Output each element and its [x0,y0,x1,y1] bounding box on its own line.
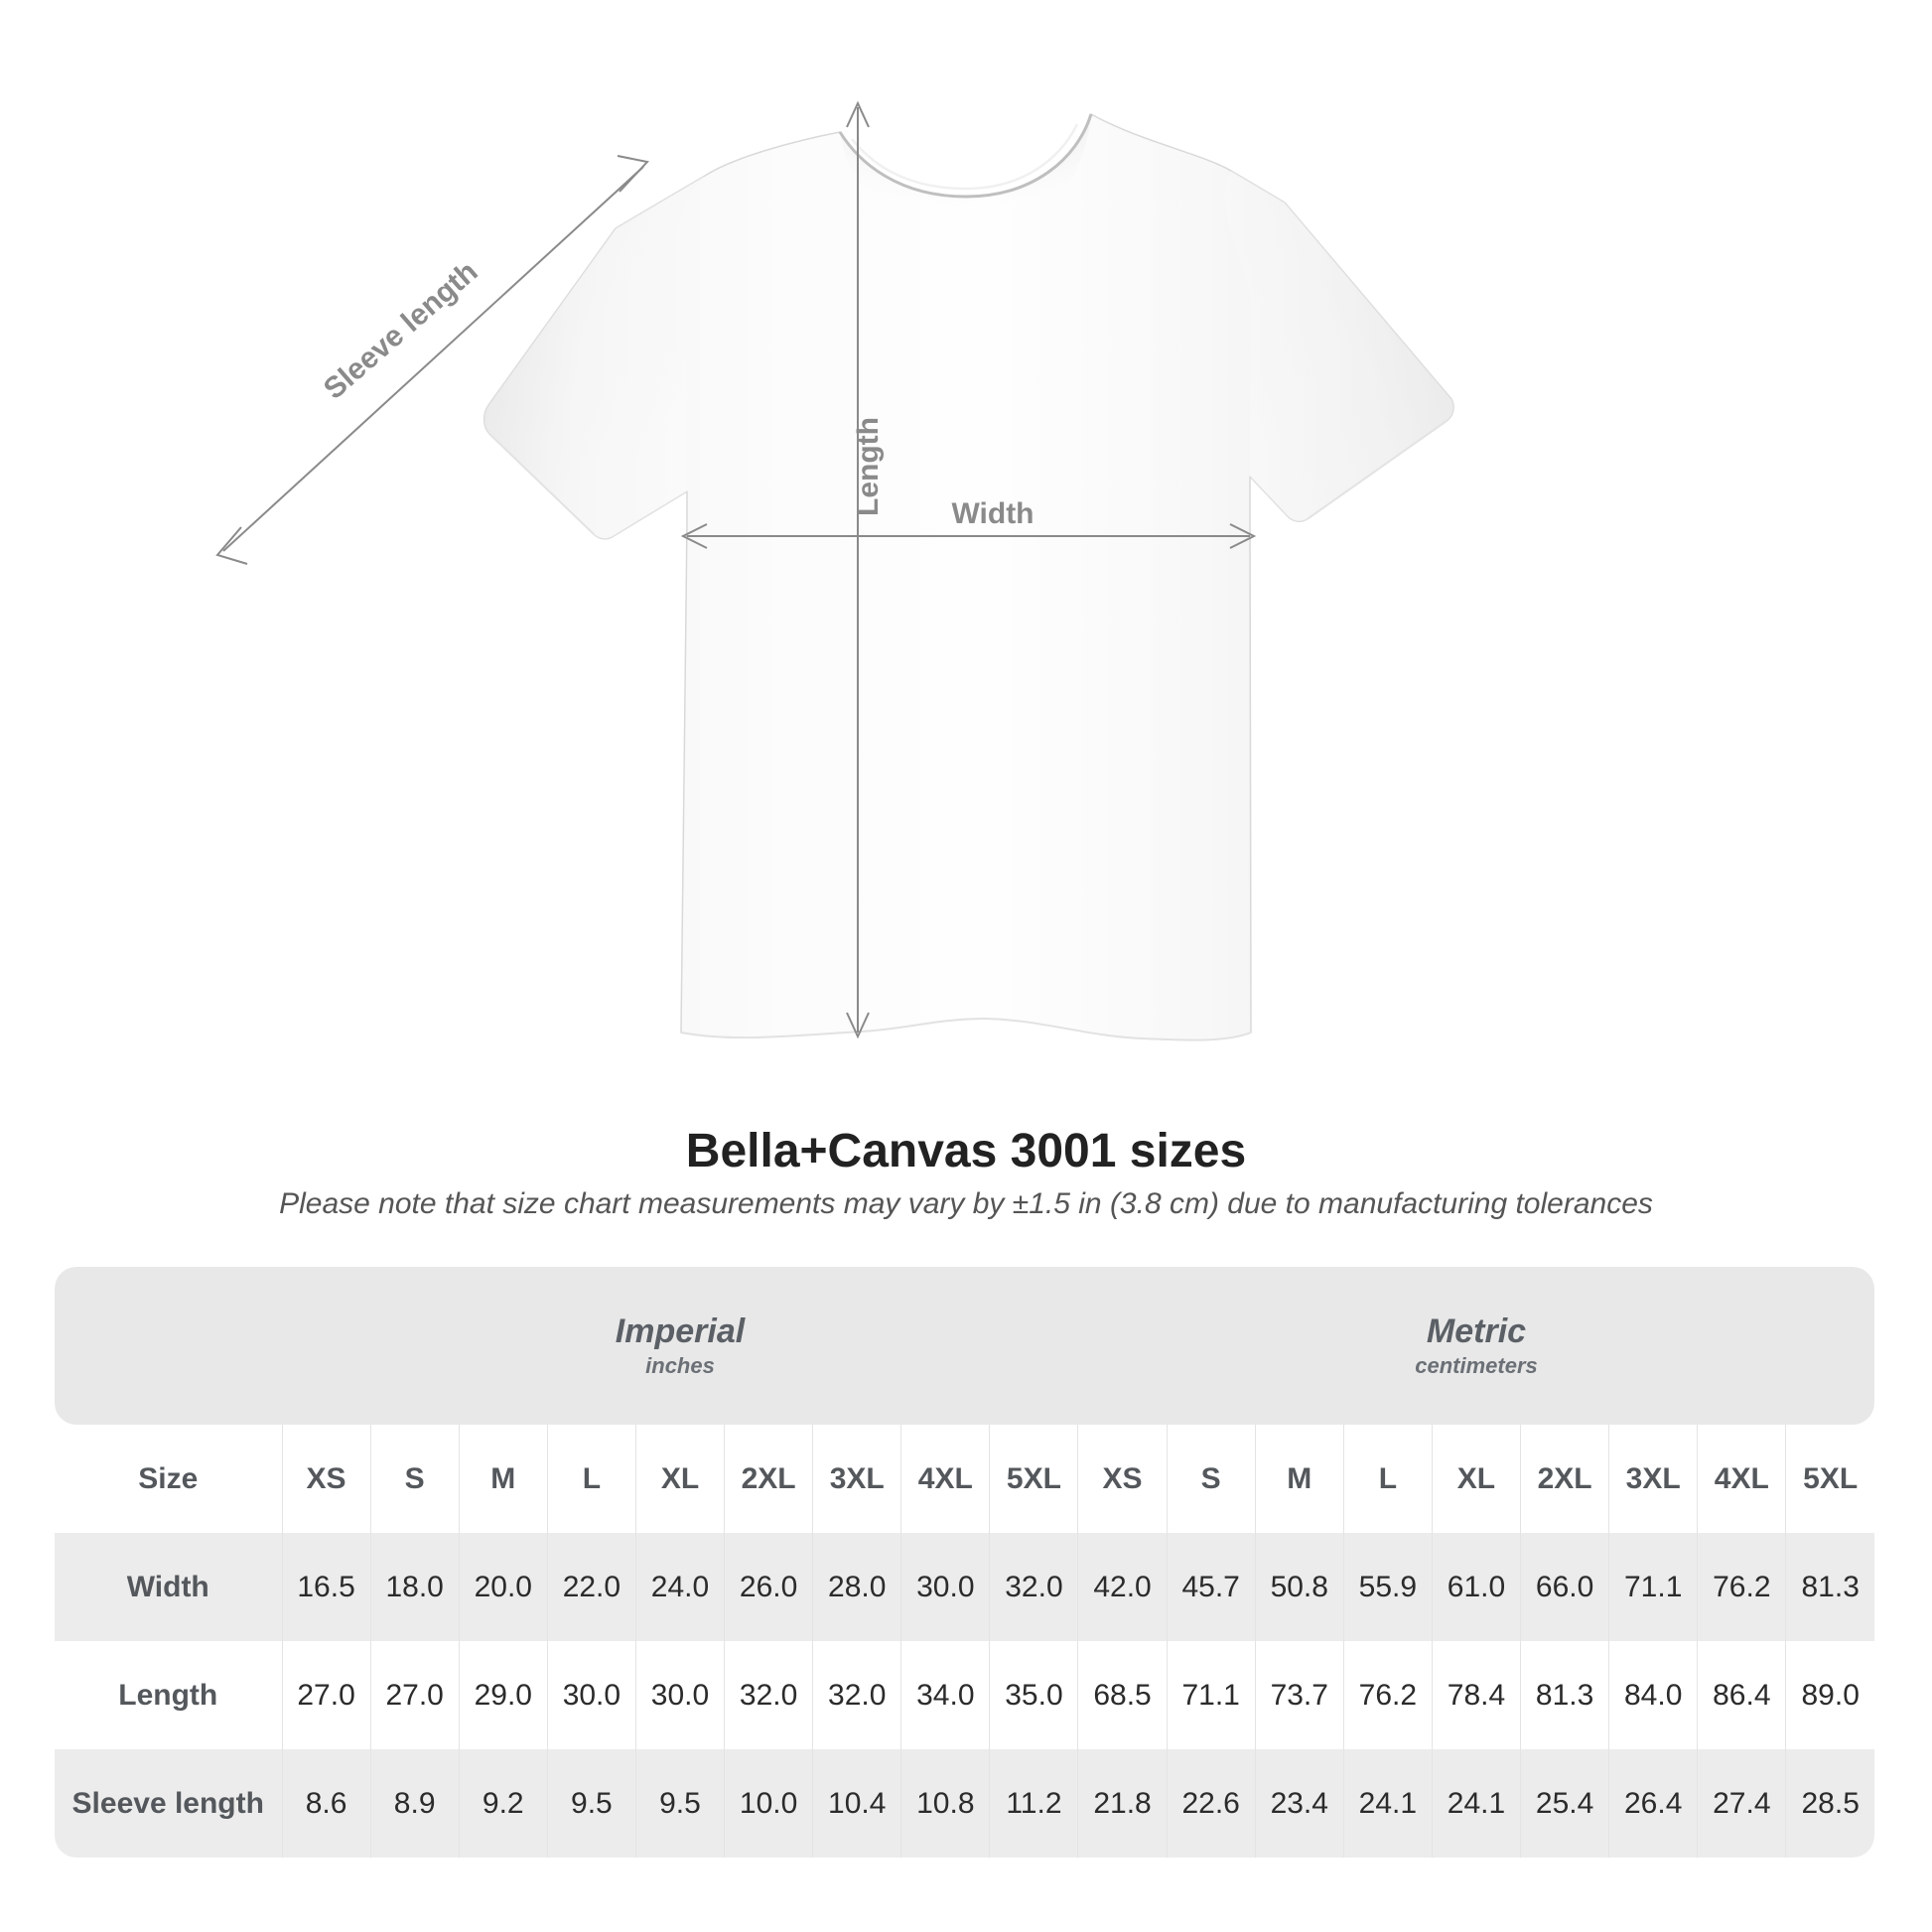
svg-text:Width: Width [951,497,1034,530]
svg-text:Length: Length [852,417,885,516]
svg-text:Sleeve length: Sleeve length [318,255,484,406]
